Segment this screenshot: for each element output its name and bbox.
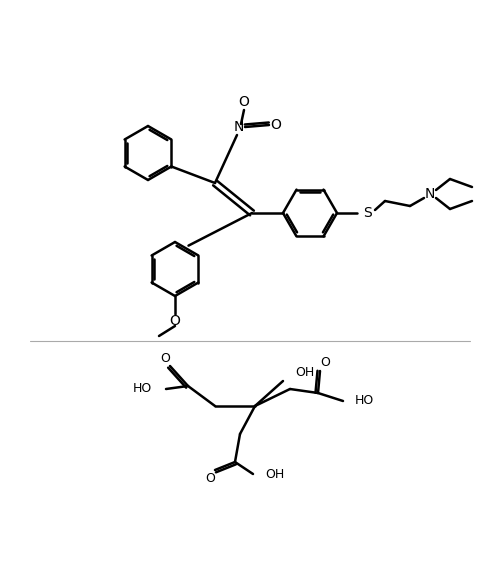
Text: N: N <box>234 120 244 134</box>
Text: O: O <box>205 471 215 485</box>
Text: O: O <box>320 356 330 370</box>
Text: O: O <box>160 352 170 365</box>
Text: O: O <box>170 314 180 328</box>
Text: O: O <box>238 95 250 109</box>
Text: HO: HO <box>133 383 152 396</box>
Text: OH: OH <box>265 467 284 481</box>
Text: OH: OH <box>295 366 314 379</box>
Text: S: S <box>362 206 372 220</box>
Text: N: N <box>425 187 435 201</box>
Text: HO: HO <box>355 394 374 407</box>
Text: O: O <box>270 118 281 132</box>
